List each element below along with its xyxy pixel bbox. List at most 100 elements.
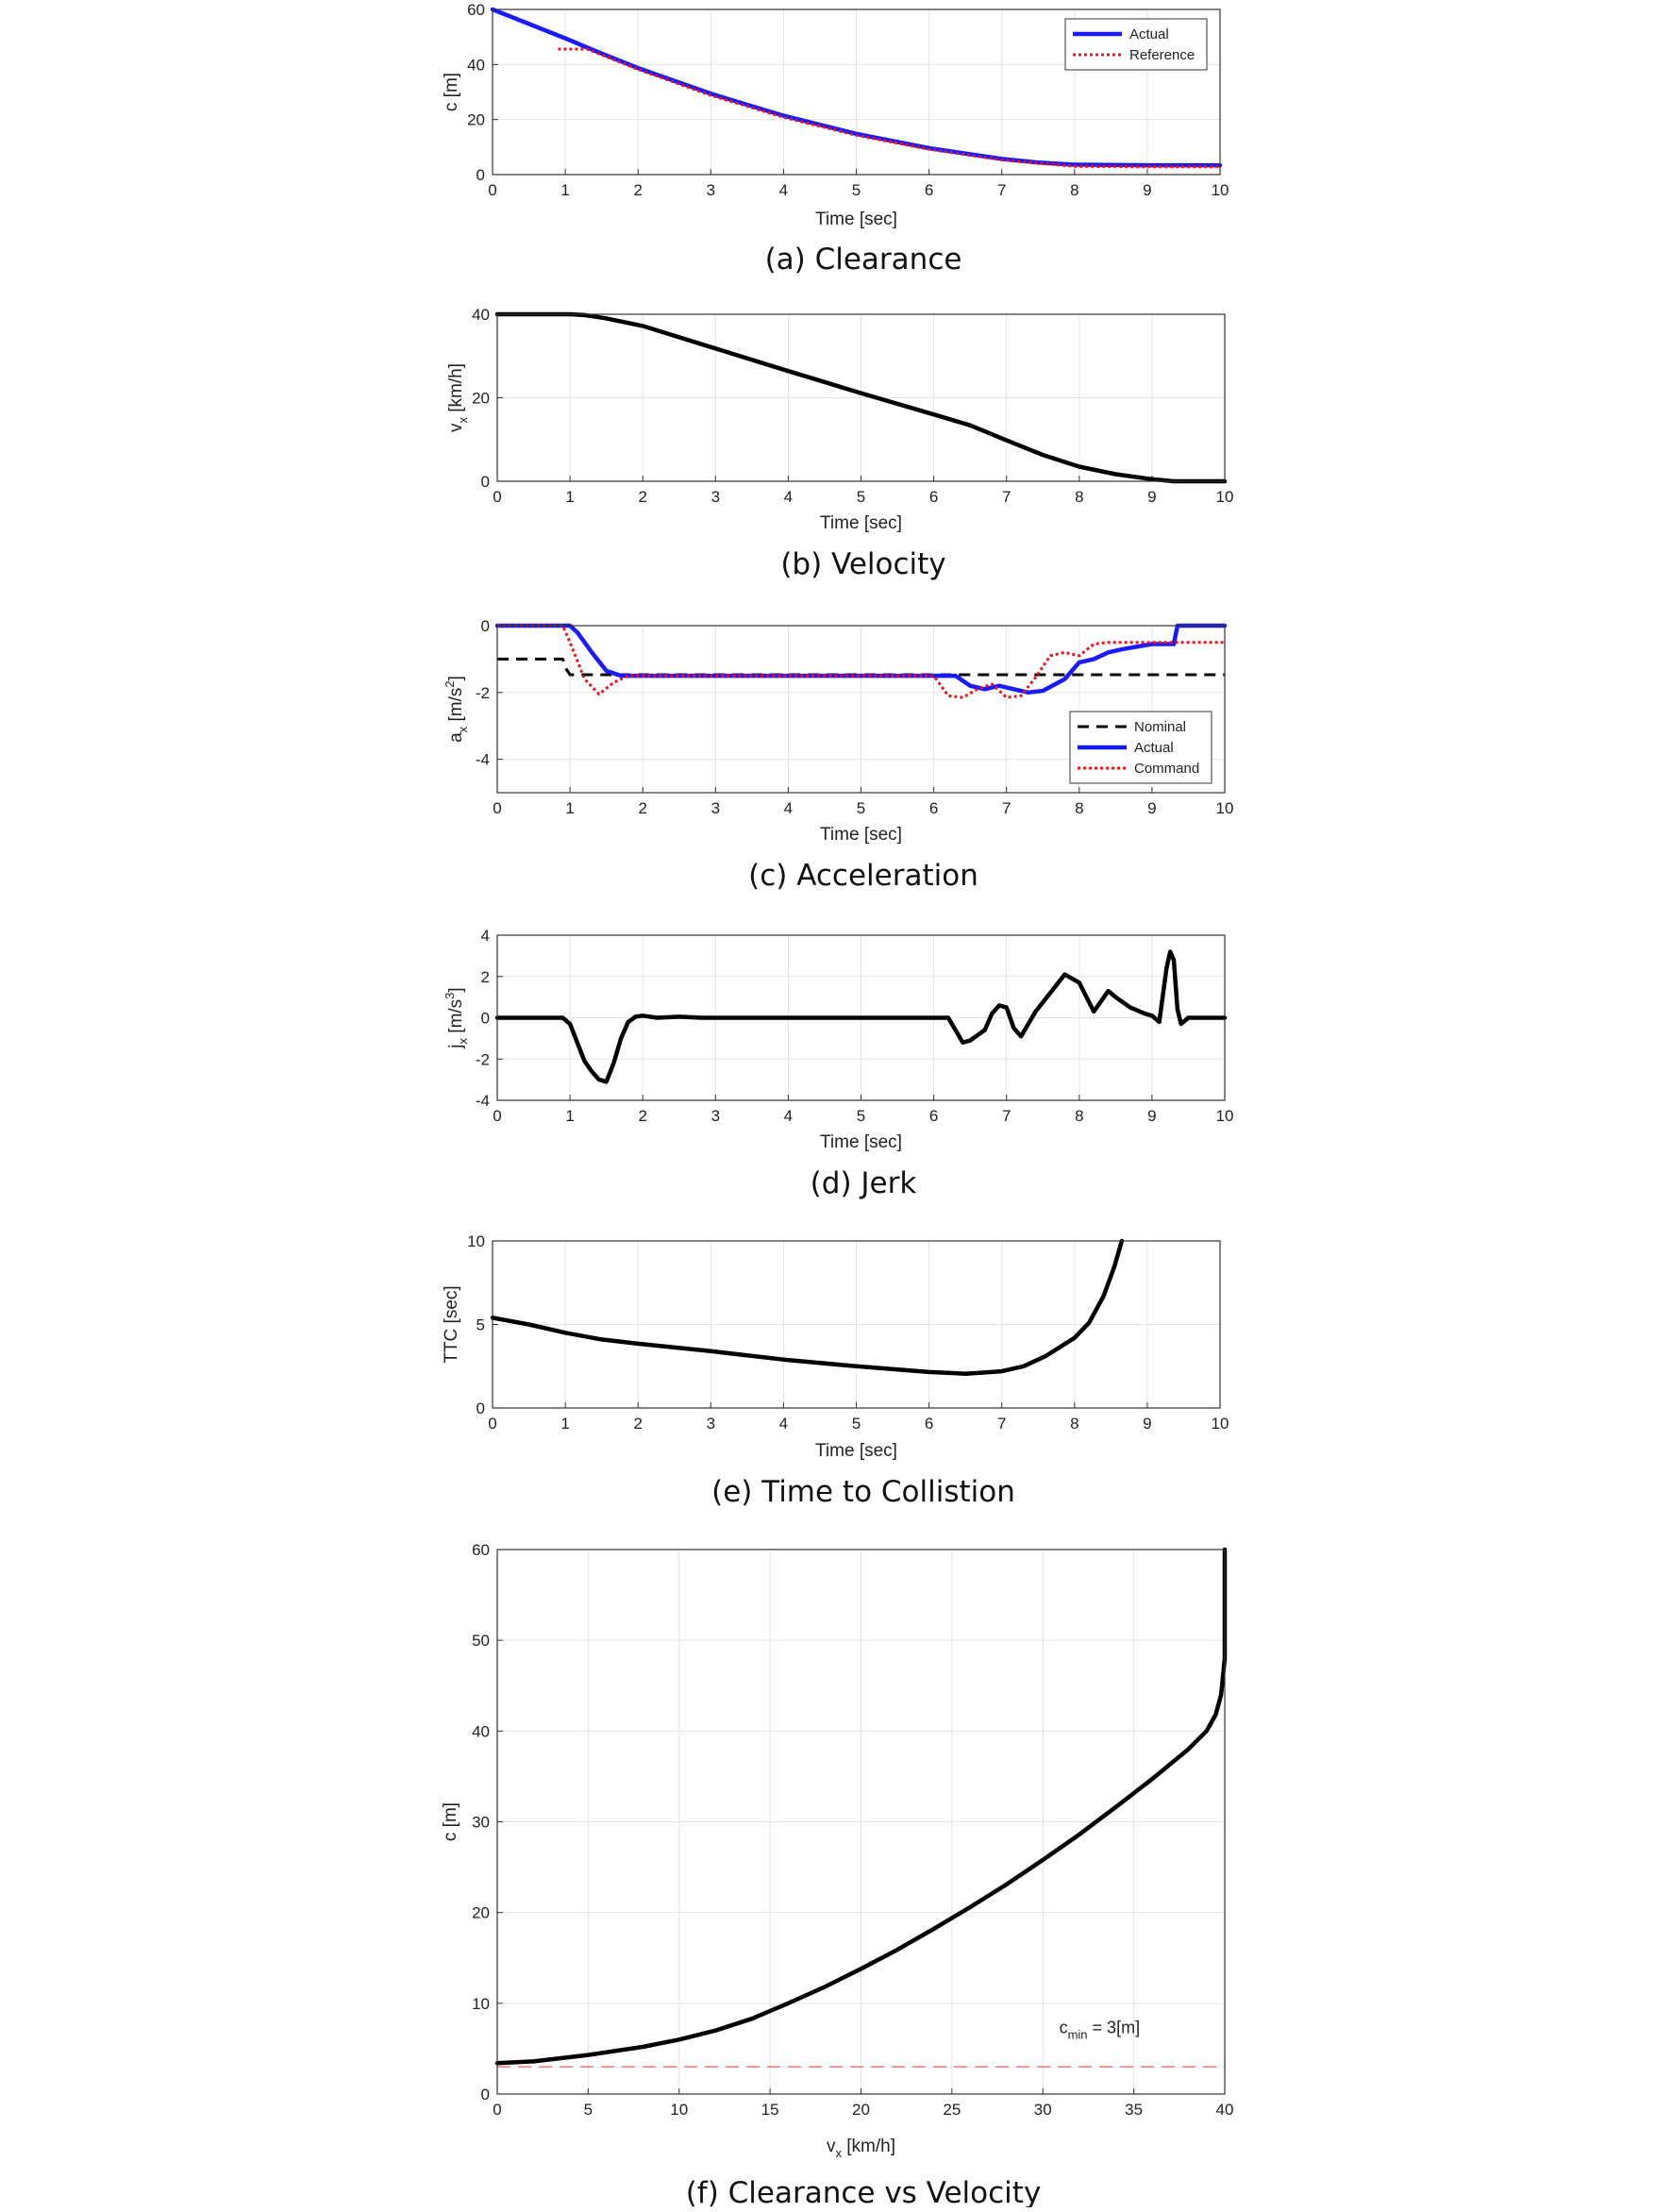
y-tick-label: 40 — [472, 306, 490, 324]
x-tick-label: 8 — [1075, 799, 1083, 817]
x-axis-label-sub: x — [835, 2146, 842, 2160]
x-tick-label: 25 — [943, 2101, 961, 2119]
x-tick-label: 9 — [1147, 488, 1156, 506]
x-tick-label: 2 — [638, 799, 646, 817]
y-axis-label: jx [m/s3] — [443, 987, 470, 1048]
series-line-nominal — [497, 657, 1225, 677]
chart-e-ttc: 0 1 2 3 4 5 6 7 8 9 10 0 5 10 Time [sec] TTC [sec] (e) T… — [442, 1232, 1229, 1509]
y-axis-label-unit: [m/s — [446, 688, 466, 727]
y-axis-label: c [m] — [441, 1802, 460, 1841]
x-tick-label: 10 — [1212, 1415, 1229, 1433]
x-axis-label: Time [sec] — [820, 1132, 902, 1152]
y-tick-label: 10 — [472, 1995, 490, 2013]
x-tick-label: 5 — [857, 799, 865, 817]
cmin-annotation-sub: min — [1068, 2028, 1088, 2042]
x-tick-label: 2 — [633, 1415, 642, 1433]
x-tick-label: 40 — [1216, 2101, 1234, 2119]
y-tick-label: -4 — [476, 1092, 490, 1110]
x-tick-label: 5 — [857, 1107, 865, 1125]
y-tick-label: 5 — [477, 1316, 485, 1334]
x-axis-label: Time [sec] — [820, 513, 902, 533]
y-tick-label: 30 — [472, 1814, 490, 1832]
x-tick-label: 9 — [1143, 181, 1151, 199]
chart-d-jerk: 0 1 2 3 4 5 6 7 8 9 10 4 2 0 -2 -4 Time [sec] jx [m/s3] (d… — [443, 927, 1234, 1200]
x-tick-label: 7 — [1002, 1107, 1011, 1125]
y-axis-label-sub: x — [456, 417, 470, 424]
plot-frame — [496, 1549, 1226, 2095]
x-tick-label: 7 — [1002, 488, 1011, 506]
figure-caption: (a) Clearance — [765, 243, 962, 276]
x-tick-label: 10 — [670, 2101, 688, 2119]
x-tick-label: 3 — [711, 488, 720, 506]
y-tick-label: 40 — [467, 56, 485, 74]
x-tick-label: 5 — [852, 181, 861, 199]
x-tick-label: 5 — [584, 2101, 593, 2119]
x-tick-label: 7 — [1002, 799, 1011, 817]
series-line-series-0 — [490, 1238, 1125, 1376]
x-axis-label: Time [sec] — [815, 209, 897, 229]
y-tick-label: 0 — [481, 2086, 490, 2103]
x-tick-label: 0 — [488, 1415, 496, 1433]
plot-frame — [492, 1240, 1221, 1409]
plot-frame — [496, 934, 1226, 1101]
series-line-series-0 — [494, 949, 1228, 1084]
x-tick-label: 10 — [1216, 799, 1234, 817]
y-tick-label: 0 — [477, 1399, 485, 1417]
x-tick-label: 30 — [1034, 2101, 1052, 2119]
y-axis-label-sub: x — [456, 726, 470, 732]
x-tick-label: 0 — [493, 1107, 501, 1125]
y-tick-label: 0 — [481, 617, 490, 635]
y-axis-label-sub: x — [456, 1037, 470, 1044]
y-axis-label-sup: 3 — [443, 993, 457, 999]
x-tick-label: 2 — [638, 1107, 646, 1125]
x-axis-label-unit: [km/h] — [842, 2137, 895, 2156]
chart-c-acceleration: 0 1 2 3 4 5 6 7 8 9 10 0 -2 -4 Time [sec] ax [m/s2] Nomi… — [443, 617, 1234, 893]
y-tick-label: 60 — [472, 1541, 490, 1559]
y-axis-label: TTC [sec] — [442, 1285, 461, 1363]
y-tick-label: 50 — [472, 1632, 490, 1650]
y-tick-label: 20 — [467, 111, 485, 129]
y-tick-label: 10 — [467, 1232, 485, 1250]
legend-label: Nominal — [1134, 719, 1186, 735]
y-axis-label-sup: 2 — [443, 680, 457, 687]
x-axis-label: Time [sec] — [820, 825, 902, 845]
y-tick-label: -2 — [476, 684, 490, 702]
y-tick-label: 0 — [477, 166, 485, 184]
figure-caption: (b) Velocity — [780, 547, 945, 581]
x-tick-label: 1 — [565, 1107, 574, 1125]
x-tick-label: 20 — [852, 2101, 870, 2119]
x-tick-label: 1 — [560, 1415, 569, 1433]
plot-frame — [496, 625, 1226, 794]
y-tick-label: 20 — [472, 390, 490, 408]
x-tick-label: 9 — [1147, 1107, 1156, 1125]
y-tick-label: 40 — [472, 1722, 490, 1740]
y-axis-label-close: ] — [446, 987, 466, 992]
x-tick-label: 9 — [1147, 799, 1156, 817]
series-line-series-0 — [494, 1547, 1228, 2066]
x-tick-label: 7 — [997, 1415, 1006, 1433]
series-line-series-0 — [494, 311, 1228, 484]
y-tick-label: -2 — [476, 1050, 490, 1068]
figure-caption: (f) Clearance vs Velocity — [686, 2176, 1042, 2207]
x-tick-label: 2 — [638, 488, 646, 506]
x-tick-label: 3 — [707, 181, 715, 199]
x-tick-label: 4 — [779, 1415, 788, 1433]
y-axis-label: vx [km/h] — [446, 363, 470, 432]
figure-caption: (c) Acceleration — [748, 859, 978, 893]
x-tick-label: 8 — [1075, 488, 1083, 506]
x-tick-label: 8 — [1075, 1107, 1083, 1125]
y-tick-label: 0 — [481, 1010, 490, 1028]
y-tick-label: 0 — [481, 473, 490, 491]
y-tick-label: 60 — [467, 1, 485, 19]
x-tick-label: 8 — [1070, 181, 1078, 199]
y-tick-label: 4 — [481, 927, 490, 945]
x-tick-label: 10 — [1216, 1107, 1234, 1125]
x-tick-label: 10 — [1216, 488, 1234, 506]
plot-frame — [496, 313, 1226, 482]
figure-caption: (e) Time to Collistion — [711, 1475, 1015, 1509]
x-tick-label: 4 — [784, 799, 793, 817]
legend-label: Command — [1134, 761, 1199, 777]
y-axis-label-unit: [km/h] — [446, 363, 466, 417]
x-tick-label: 1 — [560, 181, 569, 199]
figure-caption: (d) Jerk — [811, 1166, 917, 1200]
